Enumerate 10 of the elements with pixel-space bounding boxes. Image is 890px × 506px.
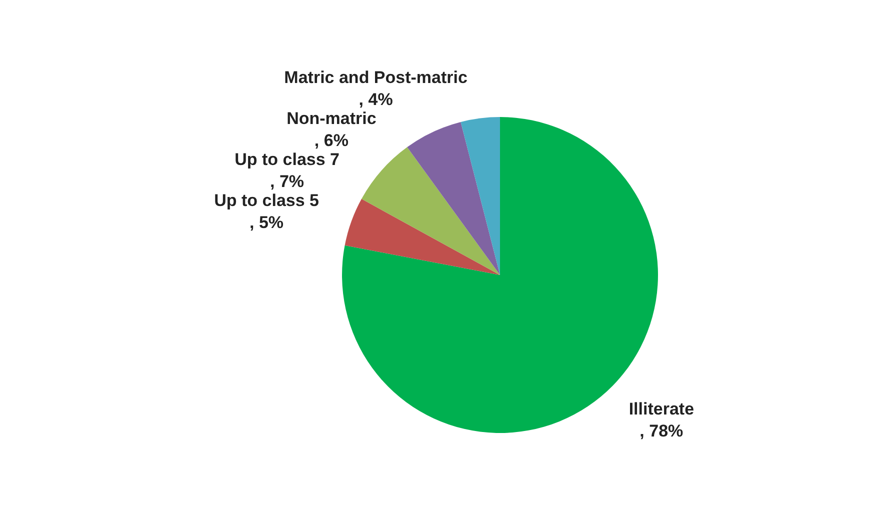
data-label: , 4% bbox=[358, 90, 393, 109]
slice-label: Matric and Post-matric bbox=[284, 68, 468, 87]
slice-label: Up to class 7 bbox=[234, 150, 340, 169]
data-label: , 6% bbox=[314, 130, 348, 150]
data-label: , 7% bbox=[270, 172, 304, 191]
slice-label: Non-matric bbox=[286, 108, 376, 128]
data-label: , 78% bbox=[640, 421, 684, 440]
slice-label: Illiterate bbox=[628, 399, 694, 418]
slice-label: Up to class 5 bbox=[214, 190, 319, 210]
data-label: , 5% bbox=[250, 212, 284, 232]
